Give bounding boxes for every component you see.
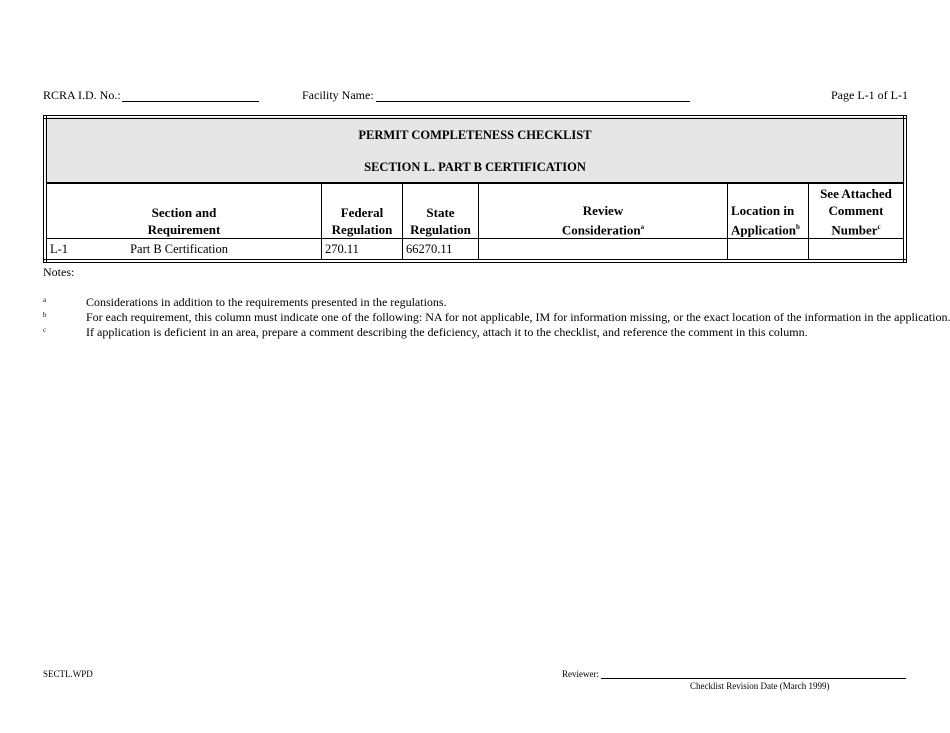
page-number: Page L-1 of L-1: [831, 88, 908, 102]
federal-cell: 270.11: [321, 238, 403, 262]
notes-label: Notes:: [43, 265, 75, 279]
col-section: Section and Requirement: [44, 182, 322, 239]
checklist-table: PERMIT COMPLETENESS CHECKLIST SECTION L.…: [43, 115, 907, 263]
note-mark-b: b: [43, 311, 47, 319]
col-federal: Federal Regulation: [321, 182, 403, 239]
table-row: L-1 Part B Certification 270.11 66270.11: [44, 238, 906, 262]
note-b: For each requirement, this column must i…: [86, 310, 950, 324]
reviewer-field[interactable]: [601, 678, 906, 679]
location-cell[interactable]: [727, 238, 809, 262]
checklist-title: PERMIT COMPLETENESS CHECKLIST: [358, 128, 592, 142]
reviewer-label: Reviewer:: [562, 669, 599, 679]
note-a: Considerations in addition to the requir…: [86, 295, 447, 309]
rcra-id-label: RCRA I.D. No.:: [43, 88, 121, 102]
col-review: Review Considerationa: [478, 182, 728, 239]
col-comment: See Attached Comment Numberc: [808, 182, 906, 239]
col-location: Location in Applicationb: [727, 182, 809, 239]
table-title: PERMIT COMPLETENESS CHECKLIST SECTION L.…: [44, 116, 906, 184]
rcra-id-field[interactable]: [122, 101, 259, 102]
note-mark-a: a: [43, 296, 47, 304]
column-headers: Section and Requirement Federal Regulation…: [44, 182, 906, 239]
note-c: If application is deficient in an area, …: [86, 325, 808, 339]
requirement-cell: L-1 Part B Certification: [44, 238, 322, 262]
review-cell[interactable]: [478, 238, 728, 262]
facility-name-field[interactable]: [376, 101, 690, 102]
facility-name-label: Facility Name:: [302, 88, 374, 102]
revision-date: Checklist Revision Date (March 1999): [690, 681, 830, 691]
note-mark-c: c: [43, 326, 47, 334]
state-cell: 66270.11: [402, 238, 479, 262]
section-title: SECTION L. PART B CERTIFICATION: [364, 160, 586, 174]
col-state: State Regulation: [402, 182, 479, 239]
comment-cell[interactable]: [808, 238, 906, 262]
file-name: SECTL.WPD: [43, 669, 93, 679]
